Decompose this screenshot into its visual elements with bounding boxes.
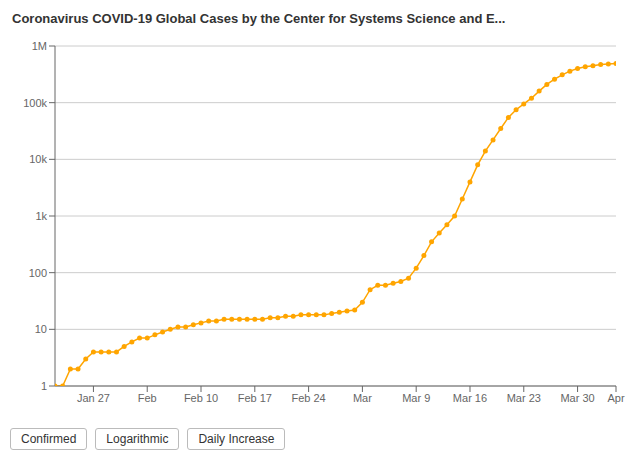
svg-text:1: 1 bbox=[41, 380, 47, 392]
svg-text:10: 10 bbox=[35, 323, 47, 335]
svg-text:Jan 27: Jan 27 bbox=[77, 392, 110, 404]
svg-text:Feb 10: Feb 10 bbox=[184, 392, 218, 404]
html-text:Daily Increase: Daily Increase bbox=[198, 432, 275, 446]
svg-text:100: 100 bbox=[29, 267, 47, 279]
svg-text:Feb: Feb bbox=[138, 392, 157, 404]
svg-text:Feb 24: Feb 24 bbox=[291, 392, 325, 404]
svg-text:1k: 1k bbox=[35, 210, 47, 222]
svg-text:Mar 9: Mar 9 bbox=[402, 392, 430, 404]
svg-text:10k: 10k bbox=[29, 153, 47, 165]
html-text:Coronavirus COVID-19 Global Ca: Coronavirus COVID-19 Global Cases by the… bbox=[12, 10, 506, 26]
html-text:Logarithmic: Logarithmic bbox=[106, 432, 169, 446]
html-text:Confirmed: Confirmed bbox=[21, 432, 77, 446]
svg-text:100k: 100k bbox=[23, 97, 47, 109]
svg-text:Feb 17: Feb 17 bbox=[238, 392, 272, 404]
svg-text:Mar: Mar bbox=[353, 392, 372, 404]
svg-text:Mar 23: Mar 23 bbox=[507, 392, 541, 404]
svg-text:Mar 30: Mar 30 bbox=[560, 392, 594, 404]
svg-text:1M: 1M bbox=[32, 40, 47, 52]
svg-text:Apr: Apr bbox=[607, 392, 624, 404]
svg-text:Mar 16: Mar 16 bbox=[453, 392, 487, 404]
